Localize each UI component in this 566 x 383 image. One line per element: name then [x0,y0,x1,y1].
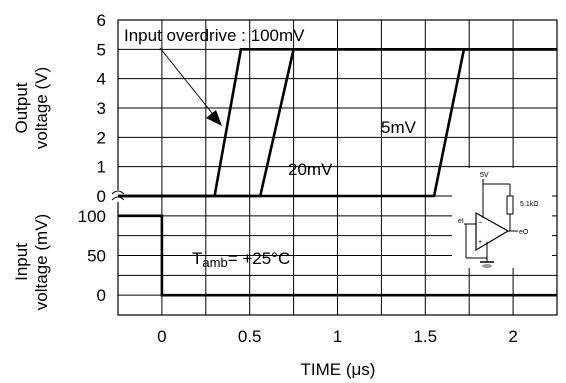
bottom-y-title-line2: voltage (mV) [32,214,51,310]
bottom-y-tick-0: 100 [78,207,106,226]
opamp-symbol [475,211,510,252]
x-tick-1: 0.5 [238,327,262,346]
x-tick-0: 0 [157,327,166,346]
circuit-input: eI [458,218,464,225]
bottom-y-tick-2: 0 [97,286,106,305]
annotation-arrow [159,47,222,126]
plot-frame [117,19,558,316]
label-5mv: 5mV [381,118,417,137]
top-y-tick-5: 5 [97,40,106,59]
temperature-prefix: T [192,249,202,268]
axes [111,19,558,316]
tick-labels: 0 1 2 3 4 5 6 100 50 0 0 0.5 1 1.5 2 [78,11,518,346]
temperature-subscript: amb [202,255,227,270]
test-circuit: 5V 5.1kΩ − + eO eI [452,168,552,268]
output-series-5mV [118,48,557,198]
x-tick-2: 1 [333,327,342,346]
temperature-label: Tamb= +25°C [192,249,290,270]
circuit-resistor: 5.1kΩ [520,201,538,208]
label-20mv: 20mV [288,160,333,179]
svg-text:+: + [478,239,482,246]
overdrive-annotation: Input overdrive : 100mV [124,26,305,45]
x-tick-3: 1.5 [413,327,437,346]
top-y-tick-0: 0 [97,187,106,206]
top-y-tick-2: 2 [97,128,106,147]
series [118,48,557,297]
x-axis-title: TIME (μs) [301,360,376,379]
bottom-y-tick-1: 50 [87,247,106,266]
axis-break-mark [111,190,125,195]
bottom-y-title-line1: Input [12,243,31,281]
svg-text:−: − [478,220,482,227]
x-tick-4: 2 [508,327,517,346]
top-y-tick-6: 6 [97,11,106,30]
top-y-title-line1: Output [12,82,31,133]
top-y-tick-3: 3 [97,99,106,118]
circuit-supply: 5V [480,172,489,179]
top-y-tick-4: 4 [97,70,106,89]
top-y-tick-1: 1 [97,158,106,177]
temperature-value: = +25°C [228,249,291,268]
grid [117,19,558,316]
input-series [118,214,557,297]
top-y-title-line2: voltage (V) [32,67,51,149]
circuit-output: eO [519,229,529,236]
